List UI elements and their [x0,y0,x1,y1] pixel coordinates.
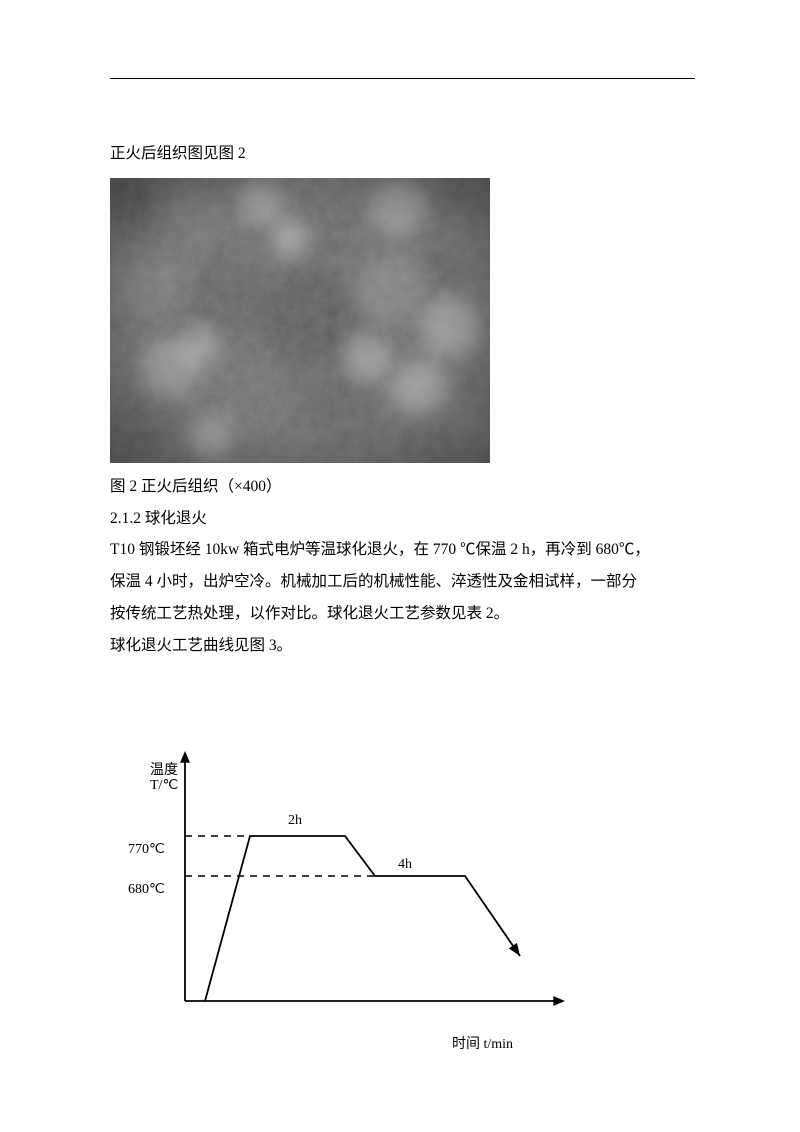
hold-2-label: 4h [398,857,412,873]
body-line-3: 按传统工艺热处理，以作对比。球化退火工艺参数见表 2。 [110,598,695,630]
header-rule [110,78,695,79]
tick-770-label: 770℃ [128,841,165,858]
y-axis-label-line2: T/℃ [150,777,178,794]
x-axis-label: 时间 t/min [452,1033,513,1053]
y-axis-label-line1: 温度 [150,759,178,779]
body-line-4: 球化退火工艺曲线见图 3。 [110,630,695,662]
body-line-1: T10 钢锻坯经 10kw 箱式电炉等温球化退火，在 770 ℃保温 2 h，再… [110,534,695,566]
intro-line: 正火后组织图见图 2 [110,138,695,170]
hold-1-label: 2h [288,813,302,829]
micrograph-svg [110,178,490,463]
figure-2-caption: 图 2 正火后组织（×400） [110,471,695,503]
tick-680-label: 680℃ [128,881,165,898]
figure-2-micrograph [110,178,490,463]
body-line-2: 保温 4 小时，出炉空冷。机械加工后的机械性能、淬透性及金相试样，一部分 [110,566,695,598]
figure-3-chart: 温度 T/℃ 时间 t/min 770℃ 680℃ 2h 4h [110,721,590,1051]
document-page: 正火后组织图见图 2 [0,0,800,1132]
chart-svg [110,721,590,1051]
section-heading: 2.1.2 球化退火 [110,503,695,535]
